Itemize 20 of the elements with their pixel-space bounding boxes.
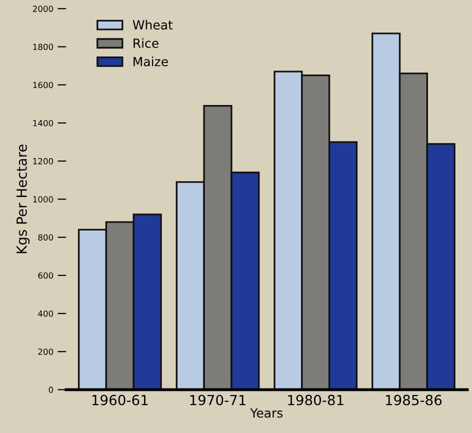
x-tick-label: 1960-61: [92, 394, 148, 406]
y-tick-label: 0: [48, 386, 54, 393]
y-tick-label: 1000: [33, 196, 54, 202]
y-tick-label: 1200: [33, 158, 54, 164]
x-tick-label: 1985-86: [386, 394, 442, 406]
y-tick-label: 1400: [33, 120, 54, 126]
y-tick-label: 1600: [33, 82, 54, 88]
y-tick-label: 400: [38, 310, 54, 317]
x-tick-label: 1970-71: [190, 394, 246, 406]
x-axis-title: Years: [250, 408, 283, 418]
y-tick-label: 800: [38, 234, 54, 241]
y-axis-title: Kgs Per Hectare: [16, 144, 30, 254]
legend-label: Rice: [134, 38, 158, 48]
legend-label: Wheat: [132, 20, 173, 30]
y-tick-label: 200: [38, 348, 54, 355]
y-tick-label: 2000: [32, 6, 54, 12]
legend-label: Maize: [134, 56, 168, 66]
y-tick-label: 600: [38, 272, 54, 279]
x-tick-label: 1980-81: [288, 394, 344, 406]
y-tick-label: 1800: [33, 44, 54, 50]
